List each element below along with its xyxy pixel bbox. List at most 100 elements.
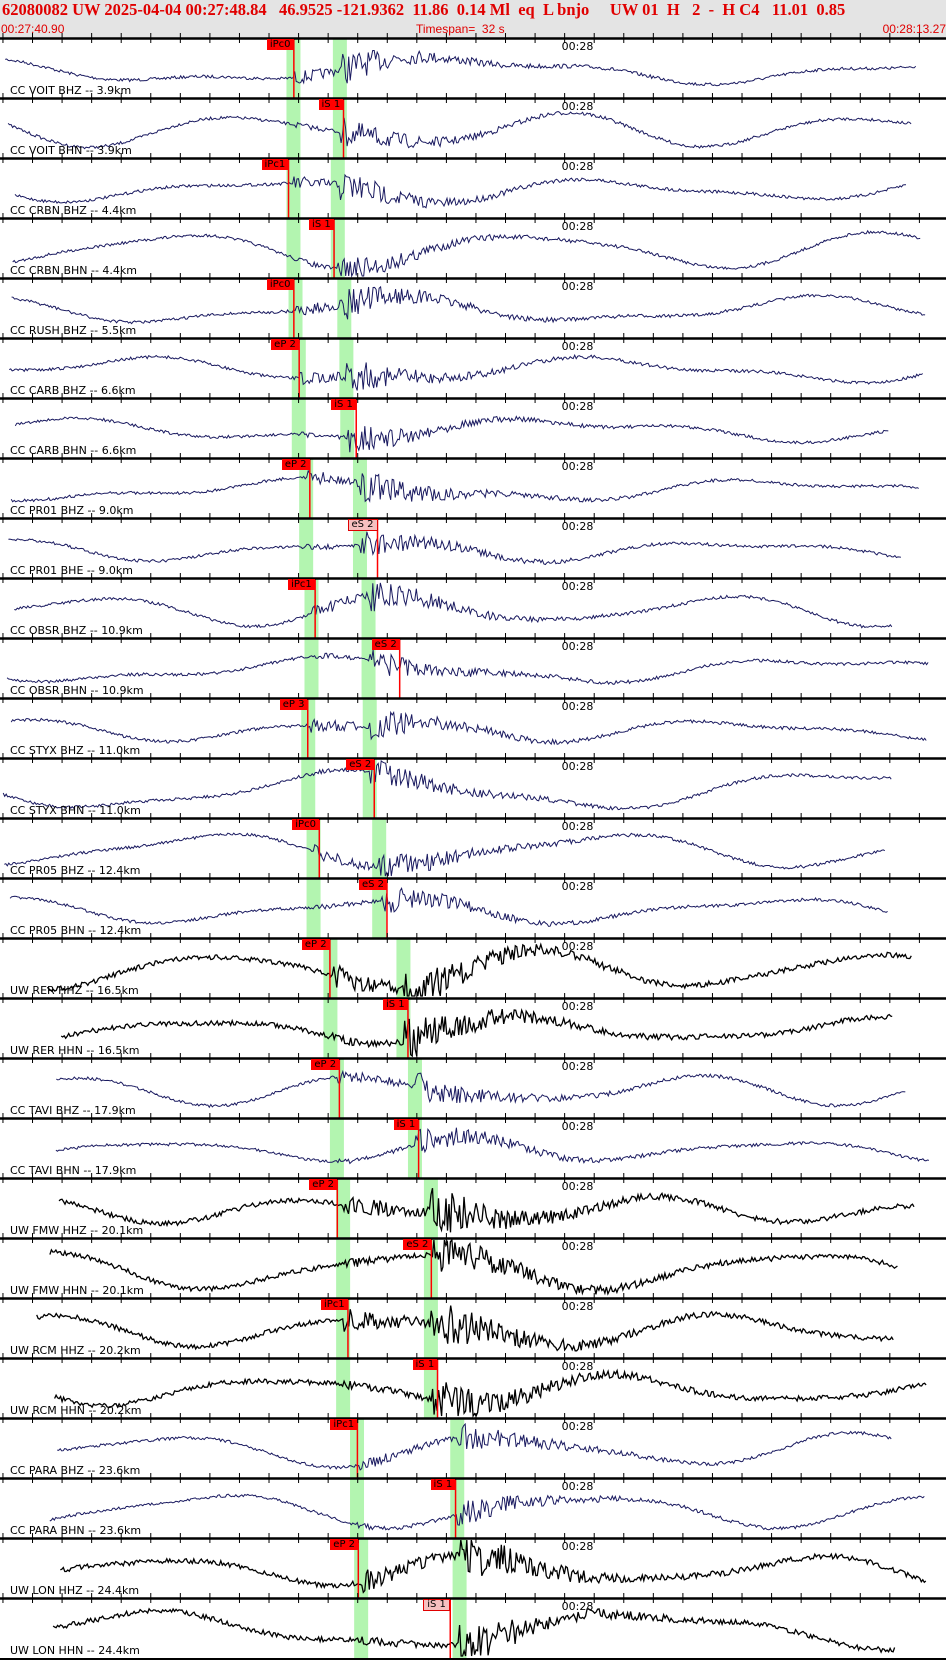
trace-canvas	[0, 333, 946, 398]
phase-pick-label[interactable]: iPc1	[320, 1299, 348, 1310]
s-arrival-band	[337, 278, 352, 338]
trace-panel[interactable]: 00:28 eP 3 CC STYX BHZ -- 11.0km	[0, 693, 946, 758]
phase-pick-label[interactable]: eP 3	[279, 699, 308, 710]
p-arrival-band	[354, 1598, 369, 1658]
trace-panel[interactable]: 00:28 eP 2 CC PR01 BHZ -- 9.0km	[0, 453, 946, 518]
phase-pick-label[interactable]: iS 1	[430, 1479, 456, 1490]
phase-pick-label[interactable]: iPc0	[292, 819, 319, 830]
minute-label: 00:28	[561, 640, 594, 653]
trace-canvas	[0, 1593, 946, 1658]
phase-pick-label[interactable]: eP 2	[309, 1179, 338, 1190]
waveform-trace	[56, 1069, 906, 1109]
minute-label: 00:28	[561, 1600, 594, 1613]
phase-pick-label[interactable]: iS 1	[423, 1599, 450, 1611]
phase-pick-label[interactable]: iPc1	[261, 159, 289, 170]
minute-label: 00:28	[561, 40, 594, 53]
p-arrival-band	[291, 398, 306, 458]
p-arrival-band	[323, 998, 338, 1058]
phase-pick-label[interactable]: iS 1	[331, 399, 356, 410]
channel-label: CC VOIT BHN -- 3.9km	[10, 144, 132, 157]
trace-panel[interactable]: 00:28 eP 2 UW RER HHZ -- 16.5km	[0, 933, 946, 998]
minute-label: 00:28	[561, 580, 594, 593]
trace-canvas	[0, 1413, 946, 1478]
trace-panel[interactable]: 00:28 eS 2 CC OBSR BHN -- 10.9km	[0, 633, 946, 698]
waveform-trace	[10, 469, 919, 503]
phase-pick-label[interactable]: eP 2	[330, 1539, 359, 1550]
phase-pick-label[interactable]: iPc1	[288, 579, 315, 590]
waveform-trace	[58, 1187, 915, 1233]
channel-label: UW RCM HHZ -- 20.2km	[10, 1344, 141, 1357]
trace-panel[interactable]: 00:28 iS 1 UW RER HHN -- 16.5km	[0, 993, 946, 1058]
trace-panel[interactable]: 00:28 iS 1 CC PARA BHN -- 23.6km	[0, 1473, 946, 1538]
phase-pick-label[interactable]: iS 1	[382, 999, 408, 1010]
channel-label: CC PR01 BHE -- 9.0km	[10, 564, 133, 577]
trace-panel[interactable]: 00:28 eS 2 CC PR05 BHN -- 12.4km	[0, 873, 946, 938]
p-arrival-band	[286, 218, 301, 278]
waveform-trace	[4, 832, 886, 877]
trace-panel[interactable]: 00:28 eP 2 UW LON HHZ -- 24.4km	[0, 1533, 946, 1598]
trace-panel[interactable]: 00:28 eS 2 UW FMW HHN -- 20.1km	[0, 1233, 946, 1298]
minute-label: 00:28	[561, 1480, 594, 1493]
trace-panel[interactable]: 00:28 iPc1 CC OBSR BHZ -- 10.9km	[0, 573, 946, 638]
trace-panel[interactable]: 00:28 iS 1 CC CARB BHN -- 6.6km	[0, 393, 946, 458]
phase-pick-label[interactable]: eS 2	[371, 639, 400, 650]
waveform-trace	[14, 415, 889, 453]
trace-canvas	[0, 393, 946, 458]
s-arrival-band	[423, 1178, 438, 1238]
trace-panel[interactable]: 00:28 iPc0 CC PR05 BHZ -- 12.4km	[0, 813, 946, 878]
phase-pick-label[interactable]: iS 1	[393, 1119, 419, 1130]
phase-pick-label[interactable]: iPc0	[266, 279, 294, 290]
phase-pick-label[interactable]: eS 2	[346, 759, 375, 770]
s-arrival-band	[330, 158, 345, 218]
phase-pick-label[interactable]: iPc0	[266, 39, 294, 50]
trace-canvas	[0, 753, 946, 818]
trace-panel[interactable]: 00:28 eP 2 UW FMW HHZ -- 20.1km	[0, 1173, 946, 1238]
trace-panel[interactable]: 00:28 iPc1 CC PARA BHZ -- 23.6km	[0, 1413, 946, 1478]
minute-label: 00:28	[561, 1540, 594, 1553]
p-arrival-band	[301, 758, 316, 818]
trace-panel[interactable]: 00:28 iPc1 CC CRBN BHZ -- 4.4km	[0, 153, 946, 218]
trace-panel[interactable]: 00:28 eP 2 CC TAVI BHZ -- 17.9km	[0, 1053, 946, 1118]
trace-panel[interactable]: 00:28 iPc0 CC VOIT BHZ -- 3.9km	[0, 33, 946, 98]
phase-pick-label[interactable]: eP 2	[271, 339, 299, 350]
trace-panel[interactable]: 00:28 iS 1 UW LON HHN -- 24.4km	[0, 1593, 946, 1658]
phase-pick-label[interactable]: iPc1	[330, 1419, 358, 1430]
trace-panel[interactable]: 00:28 iS 1 CC TAVI BHN -- 17.9km	[0, 1113, 946, 1178]
trace-canvas	[0, 33, 946, 98]
phase-pick-label[interactable]: eS 2	[358, 879, 388, 890]
trace-panel[interactable]: 00:28 eS 2 CC STYX BHN -- 11.0km	[0, 753, 946, 818]
minute-label: 00:28	[561, 1060, 594, 1073]
phase-pick-label[interactable]: eP 2	[311, 1059, 340, 1070]
phase-pick-label[interactable]: eP 2	[281, 459, 310, 470]
phase-pick-label[interactable]: eP 2	[301, 939, 330, 950]
waveform-trace	[8, 531, 901, 566]
trace-canvas	[0, 273, 946, 338]
minute-label: 00:28	[561, 880, 594, 893]
minute-label: 00:28	[561, 1120, 594, 1133]
channel-label: CC TAVI BHZ -- 17.9km	[10, 1104, 136, 1117]
trace-panel[interactable]: 00:28 eS 2 CC PR01 BHE -- 9.0km	[0, 513, 946, 578]
trace-panel[interactable]: 00:28 iS 1 UW RCM HHN -- 20.2km	[0, 1353, 946, 1418]
waveform-panels[interactable]: 00:28 iPc0 CC VOIT BHZ -- 3.9km 00:28 iS 1 CC…	[0, 33, 946, 1660]
s-arrival-band	[372, 878, 387, 938]
phase-pick-label[interactable]: iS 1	[412, 1359, 438, 1370]
trace-canvas	[0, 933, 946, 998]
trace-canvas	[0, 1473, 946, 1538]
p-arrival-band	[336, 1358, 351, 1418]
s-arrival-band	[362, 758, 377, 818]
phase-pick-label[interactable]: iS 1	[309, 219, 334, 230]
phase-pick-label[interactable]: eS 2	[347, 519, 378, 531]
trace-panel[interactable]: 00:28 eP 2 CC CARB BHZ -- 6.6km	[0, 333, 946, 398]
trace-panel[interactable]: 00:28 iS 1 CC CRBN BHN -- 4.4km	[0, 213, 946, 278]
trace-panel[interactable]: 00:28 iPc1 UW RCM HHZ -- 20.2km	[0, 1293, 946, 1358]
minute-label: 00:28	[561, 280, 594, 293]
phase-pick-label[interactable]: eS 2	[403, 1239, 432, 1250]
waveform-trace	[54, 1368, 927, 1418]
waveform-trace	[6, 649, 929, 685]
trace-canvas	[0, 153, 946, 218]
channel-label: CC PR05 BHN -- 12.4km	[10, 924, 142, 937]
trace-canvas	[0, 993, 946, 1058]
trace-panel[interactable]: 00:28 iPc0 CC RUSH BHZ -- 5.5km	[0, 273, 946, 338]
phase-pick-label[interactable]: iS 1	[318, 99, 344, 110]
trace-panel[interactable]: 00:28 iS 1 CC VOIT BHN -- 3.9km	[0, 93, 946, 158]
